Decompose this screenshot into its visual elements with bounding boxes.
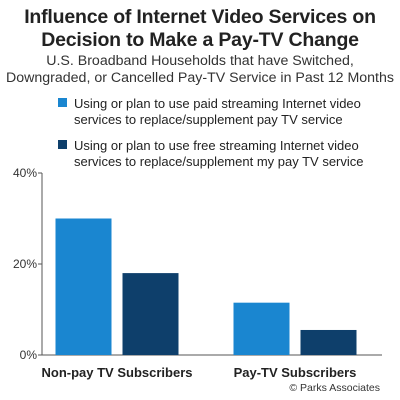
legend-label-paid-line-1: Using or plan to use paid streaming Inte…	[74, 96, 361, 111]
legend-label-free-line-1: Using or plan to use free streaming Inte…	[74, 138, 359, 153]
legend-item-free: Using or plan to use free streaming Inte…	[58, 138, 393, 169]
chart-title: Influence of Internet Video Services on …	[0, 6, 400, 52]
legend-item-paid: Using or plan to use paid streaming Inte…	[58, 96, 393, 127]
y-tick-label: 0%	[20, 348, 38, 362]
legend-swatch-free	[58, 140, 67, 149]
chart-subtitle-line-1: U.S. Broadband Households that have Swit…	[46, 53, 354, 69]
x-category-label: Pay-TV Subscribers	[234, 365, 357, 380]
chart-subtitle: U.S. Broadband Households that have Swit…	[0, 53, 400, 87]
chart-subtitle-line-2: Downgraded, or Cancelled Pay-TV Service …	[6, 70, 394, 86]
bar-free	[300, 329, 357, 355]
chart-title-line-1: Influence of Internet Video Services on	[24, 6, 376, 28]
chart-title-line-2: Decision to Make a Pay-TV Change	[41, 29, 359, 51]
y-tick-label: 40%	[13, 166, 37, 180]
chart-legend: Using or plan to use paid streaming Inte…	[58, 96, 393, 180]
source-credit: © Parks Associates	[289, 382, 380, 394]
legend-label-paid-line-2: services to replace/supplement pay TV se…	[74, 111, 343, 127]
legend-label-free-line-2: services to replace/supplement my pay TV…	[74, 153, 364, 169]
legend-swatch-paid	[58, 98, 67, 107]
y-tick-label: 20%	[13, 257, 37, 271]
bar-paid	[55, 218, 112, 355]
bar-paid	[233, 302, 290, 355]
bar-free	[122, 273, 179, 355]
x-category-label: Non-pay TV Subscribers	[42, 365, 193, 380]
